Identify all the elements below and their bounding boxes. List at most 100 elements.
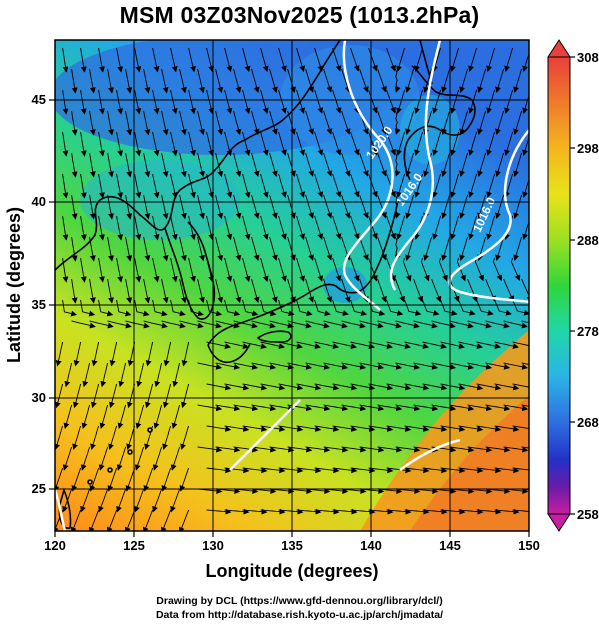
x-tick-label: 135 — [281, 538, 303, 553]
streamline-arrow — [377, 404, 403, 412]
streamline-arrow — [323, 362, 349, 370]
streamline-arrow — [513, 110, 523, 135]
streamline-arrow — [486, 89, 496, 114]
streamline-arrow — [269, 152, 278, 178]
streamline-arrow — [314, 173, 324, 198]
streamline-arrow — [287, 194, 296, 219]
streamline-arrow — [179, 320, 204, 329]
streamline-arrow — [116, 89, 124, 115]
streamline-arrow — [206, 47, 215, 73]
streamline-arrow — [522, 51, 529, 72]
streamline-arrow — [55, 341, 64, 367]
streamline-arrow — [89, 110, 96, 136]
streamline-arrow — [154, 362, 163, 388]
streamline-arrow — [107, 236, 114, 262]
streamline-arrow — [323, 236, 333, 261]
streamline-arrow — [251, 404, 277, 412]
streamline-arrow — [350, 383, 376, 391]
streamline-arrow — [314, 383, 340, 391]
streamline-arrow — [224, 299, 241, 317]
streamline-arrow — [495, 68, 505, 93]
streamline-arrow — [450, 89, 460, 114]
streamline-arrow — [161, 152, 169, 178]
streamline-arrow — [341, 278, 351, 303]
streamline-arrow — [242, 215, 251, 241]
streamline-arrow — [278, 383, 304, 391]
streamline-arrow — [405, 68, 415, 93]
streamline-arrow — [440, 341, 465, 349]
streamline-arrow — [215, 446, 241, 453]
streamline-arrow — [124, 509, 136, 531]
streamline-arrow — [206, 173, 215, 199]
y-tick-label: 40 — [32, 194, 46, 209]
streamline-arrow — [89, 320, 114, 329]
streamline-arrow — [450, 131, 460, 156]
streamline-arrow — [476, 299, 494, 316]
streamline-arrow — [368, 508, 394, 515]
streamline-arrow — [323, 446, 349, 453]
streamline-arrow — [386, 383, 412, 391]
streamline-arrow — [80, 215, 87, 241]
streamline-arrow — [459, 110, 469, 135]
streamline-arrow — [181, 383, 190, 409]
streamline-arrow — [458, 341, 483, 349]
streamline-arrow — [233, 362, 259, 370]
x-axis-title: Longitude (degrees) — [205, 561, 378, 581]
streamline-arrow — [377, 446, 403, 453]
streamline-arrow — [405, 110, 415, 135]
streamline-arrow — [314, 215, 324, 240]
streamline-arrow — [89, 194, 96, 220]
streamline-arrow — [441, 110, 451, 135]
streamline-arrow — [134, 446, 145, 471]
streamline-arrow — [71, 110, 78, 136]
x-tick-label: 145 — [439, 538, 461, 553]
streamline-arrow — [197, 278, 205, 304]
streamline-arrow — [116, 257, 124, 283]
streamline-arrow — [62, 89, 69, 115]
streamline-arrow — [440, 299, 458, 316]
streamline-arrow — [89, 68, 96, 94]
streamline-arrow — [449, 320, 474, 329]
streamline-arrow — [450, 173, 460, 198]
streamline-arrow — [513, 236, 523, 261]
streamline-arrow — [503, 362, 529, 370]
streamline-arrow — [143, 278, 151, 304]
streamline-arrow — [55, 425, 64, 450]
temperature-field — [55, 40, 529, 531]
streamline-arrow — [144, 425, 154, 450]
streamline-arrow — [314, 89, 324, 114]
streamline-arrow — [152, 173, 160, 199]
streamline-arrow — [170, 173, 178, 199]
streamline-arrow — [269, 404, 295, 412]
streamline-arrow — [450, 47, 460, 72]
streamline-arrow — [251, 152, 260, 178]
streamline-arrow — [477, 194, 487, 219]
streamline-arrow — [512, 383, 529, 388]
streamline-arrow — [414, 131, 424, 156]
streamline-arrow — [458, 508, 484, 515]
streamline-arrow — [512, 425, 529, 429]
streamline-arrow — [269, 362, 295, 370]
streamline-arrow — [477, 110, 487, 135]
streamline-arrow — [396, 215, 406, 240]
streamline-arrow — [215, 110, 224, 136]
streamline-arrow — [287, 110, 296, 135]
streamline-arrow — [278, 299, 295, 317]
streamline-arrow — [143, 110, 151, 136]
streamline-arrow — [341, 362, 367, 370]
streamline-arrow — [386, 215, 396, 240]
streamline-arrow — [188, 131, 196, 157]
streamline-arrow — [341, 152, 351, 177]
streamline-arrow — [494, 425, 520, 432]
streamline-arrow — [242, 508, 268, 515]
streamline-arrow — [143, 467, 154, 492]
streamline-arrow — [62, 131, 69, 157]
streamline-arrow — [152, 488, 163, 513]
streamline-arrow — [513, 68, 523, 93]
streamline-arrow — [233, 404, 259, 412]
streamline-arrow — [350, 299, 368, 316]
streamline-arrow — [305, 194, 315, 219]
streamline-arrow — [242, 173, 251, 199]
streamline-arrow — [296, 341, 321, 349]
streamline-arrow — [395, 446, 421, 453]
